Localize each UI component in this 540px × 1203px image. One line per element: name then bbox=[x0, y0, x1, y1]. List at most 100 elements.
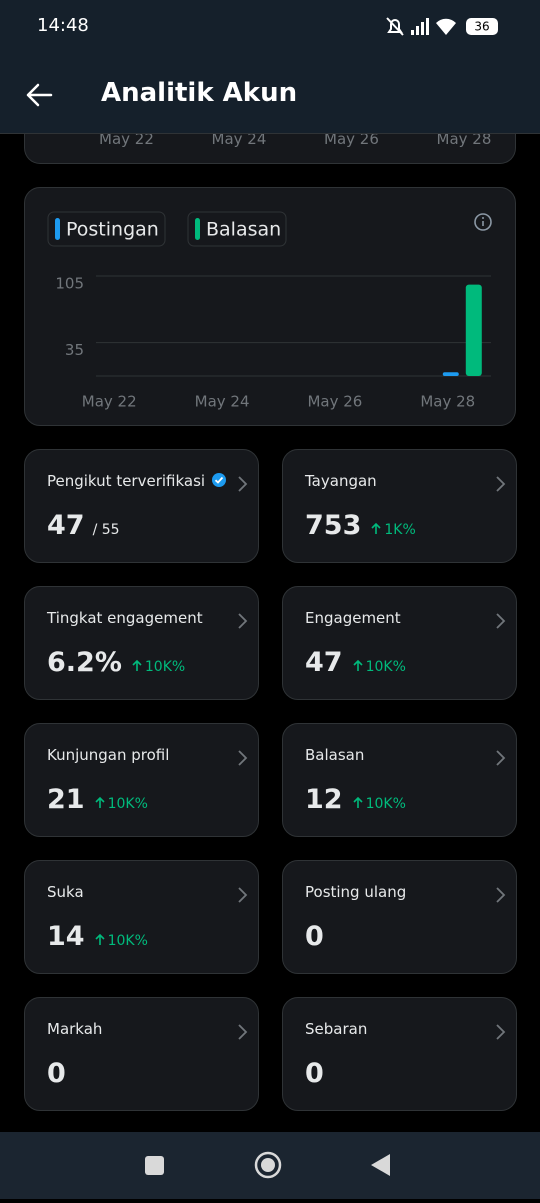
metric-change-text: 1K% bbox=[384, 522, 416, 538]
metric-value: 47 / 55 bbox=[47, 510, 120, 541]
app-header: Analitik Akun bbox=[0, 56, 540, 134]
x-tick-label: May 24 bbox=[195, 393, 250, 411]
metric-value-text: 0 bbox=[305, 921, 324, 952]
metric-label-text: Tingkat engagement bbox=[47, 609, 203, 627]
back-nav-button[interactable] bbox=[371, 1154, 390, 1176]
up-arrow bbox=[95, 796, 105, 808]
metric-sub: / 55 bbox=[92, 522, 120, 538]
metric-value: 0 bbox=[305, 1058, 324, 1089]
home-button[interactable] bbox=[254, 1151, 282, 1179]
metric-card[interactable]: Markah 0 bbox=[24, 997, 259, 1111]
y-tick-label: 105 bbox=[55, 275, 84, 293]
legend-swatch bbox=[55, 218, 60, 240]
metric-value-text: 12 bbox=[305, 784, 343, 815]
metric-value: 47 10K% bbox=[305, 647, 406, 678]
metric-value: 14 10K% bbox=[47, 921, 148, 952]
metric-label-text: Sebaran bbox=[305, 1020, 368, 1038]
metric-label: Balasan bbox=[305, 746, 364, 764]
nav-buttons bbox=[145, 1151, 390, 1179]
metric-label-text: Kunjungan profil bbox=[47, 746, 170, 764]
metric-value-text: 0 bbox=[305, 1058, 324, 1089]
metric-change: 10K% bbox=[95, 796, 148, 812]
metric-label: Tingkat engagement bbox=[47, 609, 203, 627]
chevron bbox=[496, 613, 506, 629]
metric-card[interactable]: Tingkat engagement 6.2% 10K% bbox=[24, 586, 259, 700]
chart-card: Postingan Balasan 35 105 May 22 May 24 May 26 M… bbox=[24, 187, 516, 426]
metric-change-text: 10K% bbox=[107, 933, 148, 949]
metric-label-text: Suka bbox=[47, 883, 84, 901]
page-title: Analitik Akun bbox=[101, 78, 298, 108]
metric-change-text: 10K% bbox=[144, 659, 186, 675]
metric-value: 12 10K% bbox=[305, 784, 406, 815]
navigation-bar bbox=[0, 1132, 540, 1199]
info-icon[interactable] bbox=[474, 213, 492, 231]
metric-value-text: 47 bbox=[47, 510, 85, 541]
x-tick-label: May 28 bbox=[420, 393, 475, 411]
metric-card[interactable]: Suka 14 10K% bbox=[24, 860, 259, 974]
metric-change: 10K% bbox=[353, 796, 406, 812]
up-arrow bbox=[371, 522, 381, 534]
metric-value-text: 14 bbox=[47, 921, 85, 952]
status-bar: 14:48 36 bbox=[0, 0, 540, 56]
status-icons: 36 bbox=[386, 17, 498, 36]
legend-swatch bbox=[195, 218, 200, 240]
chevron bbox=[238, 613, 248, 629]
wifi-icon bbox=[436, 18, 456, 35]
legend-item[interactable] bbox=[47, 211, 166, 247]
battery-icon bbox=[466, 18, 498, 35]
x-tick-label: May 26 bbox=[307, 393, 362, 411]
metric-value-text: 753 bbox=[305, 510, 362, 541]
metric-card[interactable]: Sebaran 0 bbox=[282, 997, 517, 1111]
metric-label: Markah bbox=[47, 1020, 102, 1038]
legend-item[interactable] bbox=[187, 211, 287, 247]
metric-value: 753 1K% bbox=[305, 510, 416, 541]
recents-button[interactable] bbox=[145, 1156, 164, 1175]
metric-label-text: Markah bbox=[47, 1020, 103, 1038]
metric-label-text: Balasan bbox=[305, 746, 365, 764]
chevron bbox=[238, 887, 248, 903]
x-tick-label: May 22 bbox=[82, 393, 137, 411]
chevron bbox=[238, 476, 248, 492]
metric-label: Tayangan bbox=[305, 472, 377, 490]
metric-value: 0 bbox=[47, 1058, 66, 1089]
legend-label: Postingan bbox=[66, 219, 159, 241]
metric-change-text: 10K% bbox=[107, 796, 148, 812]
metric-label: Pengikut terverifikasi bbox=[47, 472, 227, 490]
metric-card[interactable]: Balasan 12 10K% bbox=[282, 723, 517, 837]
metric-card[interactable]: Pengikut terverifikasi 47 / 55 bbox=[24, 449, 259, 563]
metric-label-text: Posting ulang bbox=[305, 883, 407, 901]
metric-label: Kunjungan profil bbox=[47, 746, 169, 764]
signal-icon bbox=[411, 18, 429, 35]
metric-value-text: 0 bbox=[47, 1058, 66, 1089]
metric-card[interactable]: Kunjungan profil 21 10K% bbox=[24, 723, 259, 837]
metric-card[interactable]: Posting ulang 0 bbox=[282, 860, 517, 974]
metric-value: 0 bbox=[305, 921, 324, 952]
up-arrow bbox=[95, 933, 105, 945]
metric-change: 1K% bbox=[371, 522, 416, 538]
up-arrow bbox=[353, 659, 363, 671]
y-tick-label: 35 bbox=[65, 341, 84, 359]
metric-change: 10K% bbox=[95, 933, 148, 949]
metric-card[interactable]: Tayangan 753 1K% bbox=[282, 449, 517, 563]
legend-box bbox=[47, 211, 166, 247]
metric-label: Posting ulang bbox=[305, 883, 406, 901]
metric-label-text: Engagement bbox=[305, 609, 401, 627]
up-arrow bbox=[353, 796, 363, 808]
metric-value-text: 21 bbox=[47, 784, 85, 815]
up-arrow bbox=[132, 659, 142, 671]
metric-card[interactable]: Engagement 47 10K% bbox=[282, 586, 517, 700]
verified-badge bbox=[212, 473, 227, 487]
metric-change-text: 10K% bbox=[365, 796, 406, 812]
metric-value: 21 10K% bbox=[47, 784, 148, 815]
metric-label: Engagement bbox=[305, 609, 401, 627]
back-button[interactable] bbox=[26, 82, 54, 108]
metric-value-text: 47 bbox=[305, 647, 343, 678]
chevron bbox=[496, 1024, 506, 1040]
chevron bbox=[238, 1024, 248, 1040]
metric-change-text: 10K% bbox=[365, 659, 406, 675]
bar bbox=[442, 372, 459, 376]
mute-icon bbox=[386, 17, 404, 36]
chevron bbox=[496, 476, 506, 492]
chevron bbox=[496, 887, 506, 903]
